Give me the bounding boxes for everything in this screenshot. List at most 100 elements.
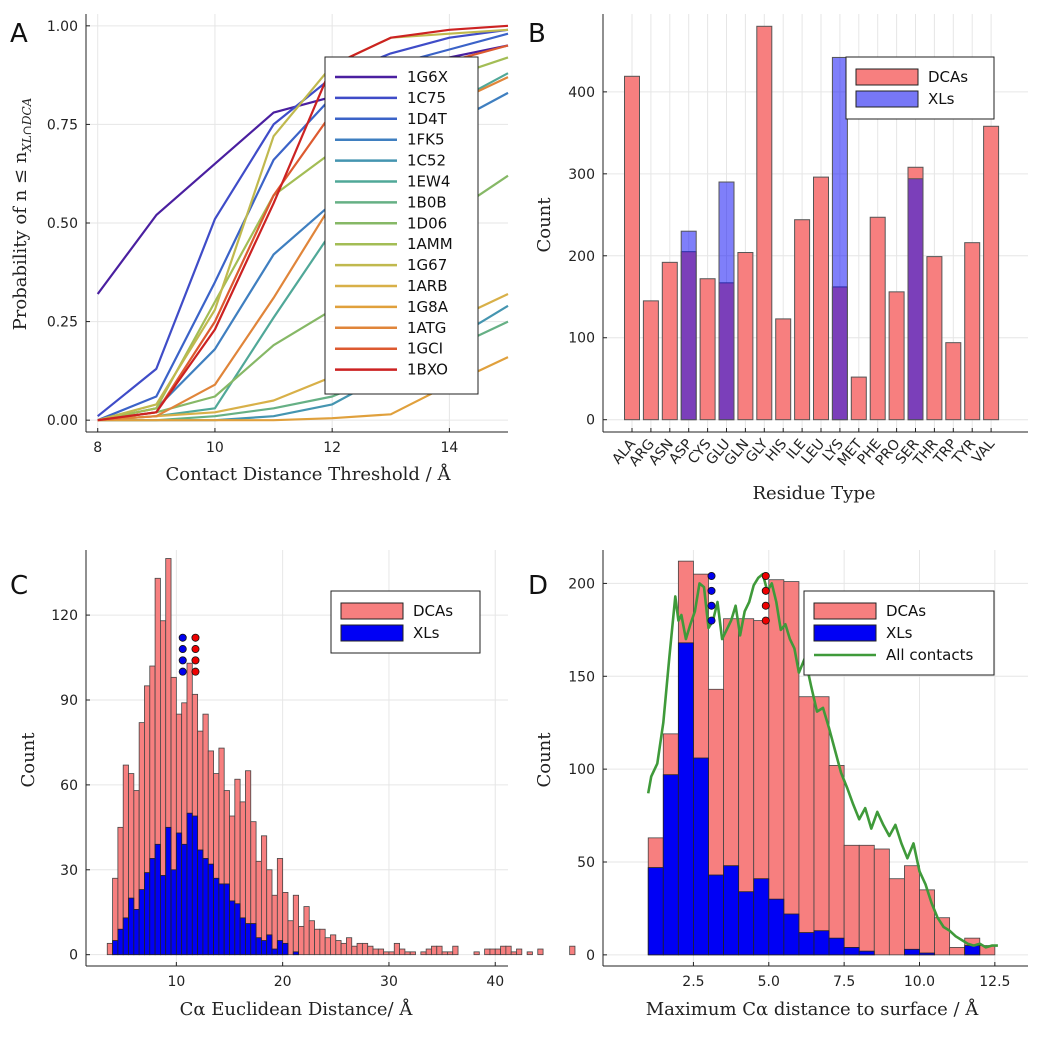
- panel-d-xl-bar: [647, 867, 664, 956]
- panel-c-xl-bar: [250, 923, 257, 956]
- panel-c-marker-dot: [191, 656, 200, 665]
- panel-d-marker-dot: [707, 601, 716, 610]
- panel-a-legend-label: 1ARB: [407, 277, 448, 295]
- panel-c-xl-bar: [260, 940, 268, 956]
- panel-c-xl-bar: [245, 923, 252, 956]
- panel-b-dca-bar: [775, 318, 792, 421]
- panel-c-dca-bar: [441, 951, 448, 956]
- panel-b-ytick-label: 0: [586, 413, 595, 429]
- panel-b-dca-bar: [624, 75, 640, 421]
- panel-d-ytick-label: 50: [577, 855, 595, 871]
- panel-d-dca-bar: [858, 844, 875, 956]
- panel-c: C 0 30 60 90 120 10 20 30 40 Cα Euclidean Distan…: [10, 550, 576, 1020]
- panel-a-xtick-label: 14: [440, 440, 458, 456]
- panel-c-xl-bar: [197, 849, 204, 956]
- panel-c-dca-bar: [447, 951, 454, 956]
- panel-c-xl-bar: [122, 917, 129, 956]
- panel-b-dca-bar: [850, 376, 867, 421]
- panel-b-xlabel: Residue Type: [752, 483, 875, 504]
- panel-d-dca-bar: [919, 889, 935, 956]
- panel-b-xl-bar: [718, 181, 735, 421]
- panel-d-legend-label: All contacts: [886, 646, 973, 664]
- panel-b-ylabel: Count: [534, 197, 555, 253]
- panel-a-ylabel-main: Probability of n ≤ n: [10, 151, 31, 330]
- panel-c-xl-bar: [223, 883, 230, 956]
- panel-c-dca-bar: [510, 951, 517, 956]
- panel-c-dca-bar: [516, 948, 523, 956]
- panel-d-dca-bar: [813, 696, 830, 956]
- panel-a-legend-label: 1G6X: [407, 68, 448, 86]
- panel-d-xl-bar: [798, 932, 815, 956]
- panel-c-xl-bar: [186, 812, 193, 956]
- panel-c-xl-bar: [271, 948, 278, 956]
- panel-d-xl-bar: [693, 757, 709, 956]
- panel-d-legend-swatch: [813, 624, 877, 642]
- panel-c-xl-bar: [170, 869, 177, 956]
- panel-b-plot: [624, 25, 1000, 421]
- panel-b-dca-bar: [699, 278, 716, 421]
- panel-c-letter: C: [10, 571, 28, 601]
- panel-d-legend-label: DCAs: [886, 602, 926, 620]
- panel-b-dca-bar: [642, 300, 659, 421]
- panel-c-xl-bar: [144, 872, 151, 956]
- panel-c-dca-bar: [335, 940, 342, 956]
- panel-c-xl-bar: [191, 815, 199, 956]
- panel-c-xl-bar: [165, 826, 172, 956]
- panel-a-legend-label: 1AMM: [407, 235, 453, 253]
- panel-c-dca-bar: [292, 894, 299, 956]
- panel-b-legend-swatch: [855, 68, 919, 86]
- panel-c-xtick-label: 30: [380, 974, 398, 990]
- panel-a-axes: 0.00 0.25 0.50 0.75 1.00 8 10 12 14: [47, 14, 508, 456]
- panel-d-xtick-label: 10.0: [904, 974, 935, 990]
- panel-d-marker-dot: [707, 616, 716, 625]
- panel-c-xl-bar: [292, 951, 299, 956]
- panel-d-xl-bar: [964, 945, 981, 956]
- panel-c-dca-bar: [308, 920, 315, 956]
- panel-a-xtick-label: 10: [206, 440, 224, 456]
- panel-a-legend-label: 1ATG: [407, 319, 446, 337]
- panel-c-xl-bar: [266, 934, 273, 956]
- panel-a-legend-label: 1BXO: [407, 361, 448, 379]
- panel-b-dca-bar: [983, 125, 1000, 421]
- panel-d-dca-bar: [873, 848, 890, 956]
- panel-c-dca-bar: [537, 948, 544, 956]
- panel-a-series-line: [97, 28, 509, 422]
- panel-d-dca-bar: [843, 844, 860, 956]
- panel-c-dca-bar: [425, 948, 432, 956]
- panel-c-xl-bar: [149, 858, 156, 956]
- panel-b-ytick-label: 300: [568, 167, 595, 183]
- panel-c-dca-bar: [361, 942, 369, 956]
- panel-d-marker-dot: [761, 572, 770, 581]
- panel-c-xl-bar: [234, 903, 241, 956]
- panel-b-legend-label: XLs: [928, 90, 955, 108]
- panel-d-xl-bar: [783, 913, 800, 956]
- panel-c-xl-bar: [213, 877, 220, 956]
- panel-b-dca-bar: [737, 252, 754, 421]
- panel-d-letter: D: [528, 571, 548, 601]
- panel-b-dca-bar: [945, 342, 962, 421]
- panel-a-ytick-label: 0.25: [47, 315, 78, 331]
- panel-c-xl-bar: [239, 917, 246, 956]
- panel-c-ytick-label: 30: [60, 863, 78, 879]
- panel-c-dca-bar: [452, 945, 459, 956]
- panel-d-xtick-label: 12.5: [979, 974, 1010, 990]
- panel-c-dca-bar: [431, 945, 438, 956]
- panel-c-dca-bar: [367, 945, 374, 956]
- panel-c-dca-bar: [260, 835, 268, 956]
- panel-c-marker-dot: [178, 667, 187, 676]
- panel-d-ytick-label: 150: [568, 669, 595, 685]
- panel-c-dca-bar: [351, 945, 358, 956]
- panel-b-ytick-label: 100: [568, 331, 595, 347]
- panel-b-dca-bar: [813, 176, 829, 421]
- panel-d-all-contacts-line: [646, 572, 998, 949]
- panel-c-dca-bar: [388, 951, 395, 956]
- panel-c-xl-bar: [112, 940, 119, 956]
- panel-c-xtick-label: 40: [486, 974, 504, 990]
- panel-d-xl-bar: [708, 874, 724, 956]
- panel-b-legend-swatch: [855, 90, 919, 108]
- panel-d-xtick-label: 5.0: [758, 974, 780, 990]
- panel-b-dca-bar: [926, 256, 943, 421]
- panel-c-dca-bar: [404, 951, 411, 956]
- panel-d-xl-bar: [843, 947, 860, 956]
- panel-c-dca-bar: [346, 937, 353, 956]
